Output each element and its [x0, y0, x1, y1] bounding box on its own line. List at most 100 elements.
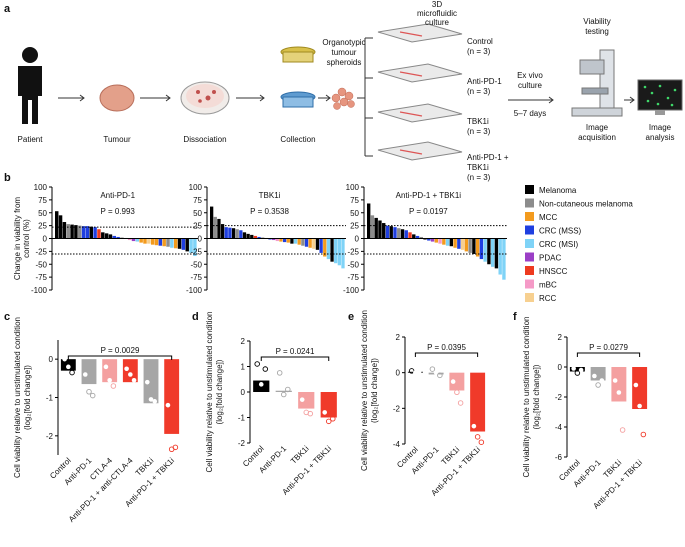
bar	[400, 229, 405, 239]
significance-bracket	[576, 352, 641, 357]
bar	[502, 238, 506, 280]
data-point	[637, 403, 642, 409]
legend-label: mBC	[539, 281, 557, 290]
data-point	[571, 366, 576, 371]
bar	[449, 238, 454, 247]
legend-swatch	[525, 252, 534, 262]
step-label: Image	[649, 123, 672, 132]
bar	[498, 238, 502, 275]
bar	[275, 390, 292, 392]
bar	[337, 238, 341, 266]
p-value: P = 0.0395	[427, 343, 466, 352]
data-point	[457, 400, 464, 406]
data-point	[128, 372, 133, 377]
data-point	[578, 367, 584, 373]
condition-label: TBK1i	[467, 163, 489, 172]
bar	[164, 359, 180, 434]
data-point	[574, 370, 581, 376]
y-tick-label: -25	[347, 247, 359, 256]
bar	[97, 229, 101, 239]
bar	[154, 238, 159, 246]
step-label: 5–7 days	[514, 109, 546, 118]
bar	[330, 238, 334, 262]
y-tick-label: 50	[193, 209, 202, 218]
data-point	[322, 410, 328, 415]
bar	[89, 226, 93, 239]
p-value: P = 0.993	[101, 207, 136, 216]
y-tick-label: 50	[350, 209, 359, 218]
bar	[70, 224, 74, 239]
legend-swatch	[525, 239, 534, 248]
panel-label: b	[4, 172, 11, 184]
bar	[430, 238, 435, 242]
bar	[393, 227, 397, 239]
data-point	[454, 389, 460, 396]
bar	[370, 215, 375, 239]
bar	[282, 238, 287, 243]
panel-label: a	[4, 3, 11, 15]
y-tick-label: -50	[35, 260, 47, 269]
bar	[367, 203, 371, 239]
y-axis-label: Cell viability relative to unstimulated …	[205, 312, 214, 473]
legend-swatch	[525, 185, 534, 194]
condition-label: (n = 3)	[467, 47, 491, 56]
bar	[177, 238, 182, 249]
bar	[55, 211, 59, 239]
bar	[464, 238, 469, 252]
y-tick-label: -25	[35, 247, 47, 256]
condition-label: (n = 3)	[467, 173, 491, 182]
y-tick-label: 1	[241, 363, 246, 372]
data-point	[471, 423, 477, 429]
bar	[408, 232, 412, 239]
y-tick-label: 0	[355, 235, 360, 244]
bar	[242, 232, 247, 239]
y-tick-label: -75	[35, 273, 47, 282]
y-tick-label: -100	[31, 286, 48, 295]
data-point	[633, 382, 639, 388]
y-tick-label: 75	[350, 196, 359, 205]
bar	[611, 367, 627, 402]
data-point	[103, 364, 109, 370]
y-tick-label: -4	[393, 440, 401, 449]
step-label: Collection	[280, 135, 315, 144]
bar	[457, 238, 461, 249]
significance-bracket	[67, 355, 173, 360]
y-tick-label: 25	[193, 222, 202, 231]
bar	[189, 238, 193, 253]
y-tick-label: -2	[555, 393, 563, 402]
y-tick-label: -50	[347, 260, 359, 269]
bar	[85, 226, 90, 239]
y-axis-label: (log₂[fold change])	[215, 359, 224, 424]
data-point	[82, 372, 88, 377]
bar	[293, 238, 298, 244]
bar	[66, 224, 70, 239]
bar	[120, 237, 124, 239]
data-point	[330, 416, 336, 422]
bar	[239, 230, 243, 239]
bar	[185, 238, 189, 252]
bar	[397, 228, 401, 239]
y-axis-label: Cell viability relative to unstimulated …	[360, 310, 369, 471]
chart-title: TBK1i	[259, 191, 281, 200]
data-point	[262, 366, 269, 372]
bar	[483, 238, 487, 262]
data-point	[258, 382, 264, 387]
legend-swatch	[525, 266, 534, 275]
chart-title: Anti-PD-1 + TBK1i	[396, 191, 462, 200]
panel-label: d	[192, 311, 199, 323]
data-point	[285, 386, 291, 393]
bar	[470, 372, 486, 432]
y-tick-label: 2	[241, 337, 246, 346]
bar	[286, 238, 290, 243]
data-point	[595, 382, 601, 388]
condition-label: Anti-PD-1	[467, 77, 502, 86]
legend-label: Non-cutaneous melanoma	[539, 200, 633, 209]
legend-label: CRC (MSS)	[539, 227, 582, 236]
bar	[261, 237, 265, 239]
condition-label: Control	[467, 37, 493, 46]
bar	[143, 359, 159, 404]
y-tick-label: 2	[558, 333, 563, 342]
data-point	[413, 370, 418, 375]
panel-label: c	[4, 311, 10, 323]
y-axis-label: (log₂[fold change])	[532, 364, 541, 429]
